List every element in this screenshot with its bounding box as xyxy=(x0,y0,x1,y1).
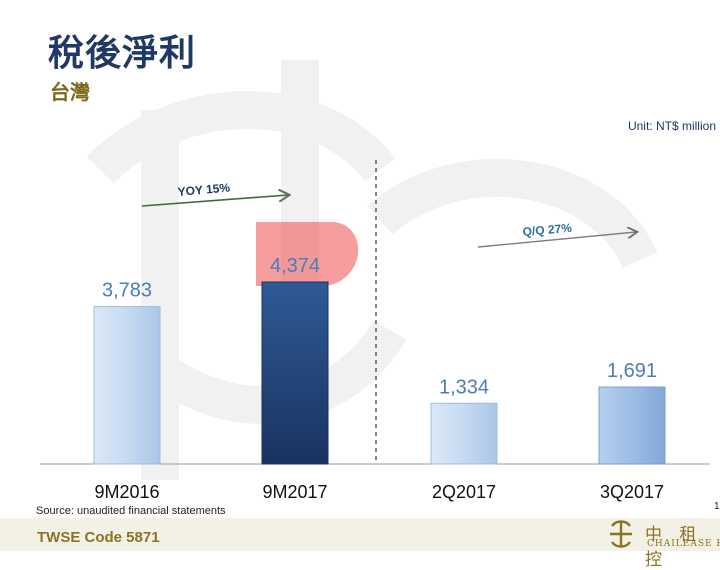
value-label-9m2017: 4,374 xyxy=(270,255,320,277)
page-subtitle: 台灣 xyxy=(50,80,90,104)
qoq-annotation: Q/Q 27% xyxy=(522,221,573,239)
page-number: 1 xyxy=(714,501,720,512)
bar-2q2017 xyxy=(430,402,498,465)
category-label-2q2017: 2Q2017 xyxy=(432,482,496,502)
bars-group: 3,783 9M2016 4,374 9M2017 1,334 2Q2017 1,691 3Q… xyxy=(93,255,666,502)
yoy-annotation: YOY 15% xyxy=(177,180,231,199)
bar-9m2017 xyxy=(261,281,329,465)
qoq-arrow xyxy=(477,232,636,248)
category-label-3q2017: 3Q2017 xyxy=(600,482,664,502)
yoy-arrow xyxy=(141,195,288,207)
logo-english-name: CHAILEASE HOLI xyxy=(647,539,720,549)
highlight-blob xyxy=(256,222,359,286)
net-income-bar-chart: YOY 15% Q/Q 27% 3,783 9M2016 4,374 9M2017 1,… xyxy=(40,160,710,502)
source-note: Source: unaudited financial statements xyxy=(36,505,226,517)
twse-code: TWSE Code 5871 xyxy=(37,529,160,546)
chailease-logo-icon xyxy=(610,520,632,548)
unit-label: Unit: NT$ million xyxy=(627,119,716,133)
value-label-2q2017: 1,334 xyxy=(439,376,489,398)
bar-3q2017 xyxy=(598,386,666,465)
value-label-9m2016: 3,783 xyxy=(102,280,152,302)
category-label-9m2016: 9M2016 xyxy=(94,482,159,502)
bar-9m2016 xyxy=(93,306,161,465)
page-title: 稅後淨利 xyxy=(48,33,197,74)
value-label-3q2017: 1,691 xyxy=(607,360,657,382)
footer-bar xyxy=(0,518,720,551)
category-label-9m2017: 9M2017 xyxy=(262,482,327,502)
